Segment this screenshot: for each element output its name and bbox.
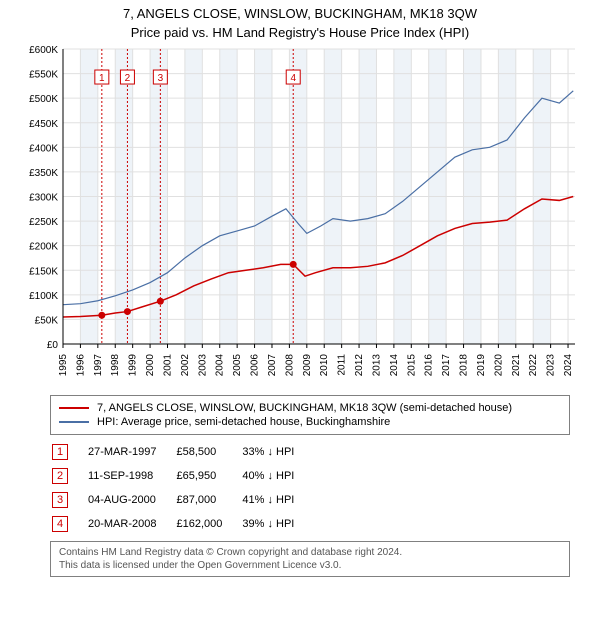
- svg-text:£450K: £450K: [29, 119, 58, 130]
- svg-text:£300K: £300K: [29, 193, 58, 204]
- page-subtitle: Price paid vs. HM Land Registry's House …: [0, 25, 600, 40]
- svg-text:2008: 2008: [284, 354, 295, 377]
- svg-text:2005: 2005: [232, 354, 243, 377]
- legend-label: HPI: Average price, semi-detached house,…: [97, 416, 390, 428]
- sale-delta: 33% ↓ HPI: [242, 441, 312, 463]
- legend-label: 7, ANGELS CLOSE, WINSLOW, BUCKINGHAM, MK…: [97, 402, 512, 414]
- sale-price: £65,950: [176, 465, 240, 487]
- table-row: 1 27-MAR-1997£58,50033% ↓ HPI: [52, 441, 312, 463]
- sales-table: 1 27-MAR-1997£58,50033% ↓ HPI 2 11-SEP-1998…: [50, 439, 314, 537]
- legend-row-property: 7, ANGELS CLOSE, WINSLOW, BUCKINGHAM, MK…: [59, 402, 561, 414]
- svg-text:4: 4: [290, 73, 296, 84]
- svg-text:2001: 2001: [162, 354, 173, 377]
- chart-legend: 7, ANGELS CLOSE, WINSLOW, BUCKINGHAM, MK…: [50, 395, 570, 435]
- svg-text:£200K: £200K: [29, 242, 58, 253]
- svg-text:2018: 2018: [459, 354, 470, 377]
- sale-price: £58,500: [176, 441, 240, 463]
- svg-text:2004: 2004: [215, 354, 226, 377]
- table-row: 4 20-MAR-2008£162,00039% ↓ HPI: [52, 513, 312, 535]
- legend-swatch: [59, 407, 89, 409]
- svg-text:£550K: £550K: [29, 70, 58, 81]
- svg-text:2003: 2003: [197, 354, 208, 377]
- svg-text:£100K: £100K: [29, 291, 58, 302]
- svg-text:2016: 2016: [424, 354, 435, 377]
- sale-marker-icon: 3: [52, 492, 68, 508]
- legend-swatch: [59, 421, 89, 423]
- svg-text:2017: 2017: [441, 354, 452, 377]
- svg-text:2024: 2024: [563, 354, 574, 377]
- sale-delta: 39% ↓ HPI: [242, 513, 312, 535]
- sale-marker-icon: 1: [52, 444, 68, 460]
- price-chart: £0 £50K £100K £150K £200K £250K £300K £350K £400…: [15, 44, 585, 389]
- footer-licence: Contains HM Land Registry data © Crown c…: [50, 541, 570, 577]
- table-row: 3 04-AUG-2000£87,00041% ↓ HPI: [52, 489, 312, 511]
- sale-date: 11-SEP-1998: [88, 465, 174, 487]
- svg-text:2009: 2009: [302, 354, 313, 377]
- svg-text:£50K: £50K: [35, 315, 59, 326]
- svg-text:2011: 2011: [337, 354, 348, 376]
- sale-date: 04-AUG-2000: [88, 489, 174, 511]
- svg-text:1999: 1999: [128, 354, 139, 377]
- svg-text:2: 2: [125, 73, 131, 84]
- sale-price: £87,000: [176, 489, 240, 511]
- svg-text:2020: 2020: [493, 354, 504, 377]
- svg-text:£500K: £500K: [29, 94, 58, 105]
- svg-text:£250K: £250K: [29, 217, 58, 228]
- svg-text:£400K: £400K: [29, 143, 58, 154]
- sale-price: £162,000: [176, 513, 240, 535]
- svg-text:2021: 2021: [511, 354, 522, 377]
- svg-text:£0: £0: [47, 340, 59, 351]
- svg-text:£150K: £150K: [29, 266, 58, 277]
- svg-text:2007: 2007: [267, 354, 278, 377]
- footer-line: This data is licensed under the Open Gov…: [59, 559, 561, 572]
- svg-text:2002: 2002: [180, 354, 191, 377]
- svg-text:£600K: £600K: [29, 45, 58, 56]
- svg-text:2006: 2006: [250, 354, 261, 377]
- sale-delta: 41% ↓ HPI: [242, 489, 312, 511]
- svg-text:2000: 2000: [145, 354, 156, 377]
- svg-text:2010: 2010: [319, 354, 330, 377]
- page-title: 7, ANGELS CLOSE, WINSLOW, BUCKINGHAM, MK…: [0, 6, 600, 21]
- svg-text:£350K: £350K: [29, 168, 58, 179]
- svg-text:1995: 1995: [58, 354, 69, 377]
- footer-line: Contains HM Land Registry data © Crown c…: [59, 546, 561, 559]
- sale-delta: 40% ↓ HPI: [242, 465, 312, 487]
- svg-text:2014: 2014: [389, 354, 400, 377]
- svg-text:2013: 2013: [371, 354, 382, 377]
- svg-text:2015: 2015: [406, 354, 417, 377]
- sale-marker-icon: 2: [52, 468, 68, 484]
- svg-text:2012: 2012: [354, 354, 365, 377]
- sale-marker-icon: 4: [52, 516, 68, 532]
- table-row: 2 11-SEP-1998£65,95040% ↓ HPI: [52, 465, 312, 487]
- svg-text:3: 3: [158, 73, 164, 84]
- sale-date: 20-MAR-2008: [88, 513, 174, 535]
- svg-text:1: 1: [99, 73, 105, 84]
- svg-text:2019: 2019: [476, 354, 487, 377]
- svg-text:1998: 1998: [110, 354, 121, 377]
- legend-row-hpi: HPI: Average price, semi-detached house,…: [59, 416, 561, 428]
- svg-text:2022: 2022: [528, 354, 539, 377]
- svg-text:1996: 1996: [75, 354, 86, 377]
- svg-text:1997: 1997: [93, 354, 104, 377]
- svg-text:2023: 2023: [546, 354, 557, 377]
- sale-date: 27-MAR-1997: [88, 441, 174, 463]
